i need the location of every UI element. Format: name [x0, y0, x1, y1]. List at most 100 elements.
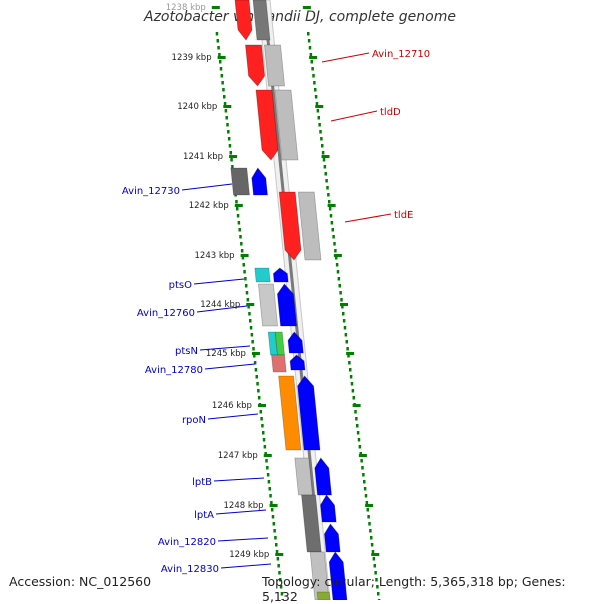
leader-line [213, 477, 265, 482]
ruler-dot-right [314, 88, 317, 92]
gene-label-tldE: tldE [394, 210, 413, 221]
ruler-dot-left [240, 249, 244, 253]
gene-label-ptsN: ptsN [175, 346, 198, 357]
ruler-dot-left [276, 557, 280, 561]
ruler-dot-left [270, 501, 273, 505]
forward-gene-arrow [287, 331, 304, 354]
gene-label-Avin_12710: Avin_12710 [372, 49, 430, 60]
ruler-dot-right [355, 417, 358, 421]
ruler-dot-left [264, 452, 267, 456]
ruler-label: 1245 kbp [206, 349, 246, 359]
ruler-major-tick-right [327, 204, 336, 207]
ruler-dot-left [223, 95, 226, 99]
ruler-dot-left [262, 438, 266, 442]
gene-label-Avin_12820: Avin_12820 [158, 537, 216, 548]
ruler-major-tick-right [346, 352, 355, 355]
ruler-dot-right [376, 585, 379, 589]
ruler-dot-left [222, 88, 225, 92]
ruler-dot-right [339, 291, 342, 295]
ruler-major-tick-left [275, 553, 284, 556]
ruler-dot-right [330, 221, 334, 225]
ruler-dot-right [307, 39, 311, 43]
ruler-dot-left [216, 39, 220, 43]
forward-gene-arrow [328, 551, 348, 600]
forward-gene-arrow [314, 457, 332, 496]
ruler-dot-left [226, 123, 229, 127]
ruler-major-tick-right [333, 254, 342, 257]
ruler-major-tick-left [234, 204, 243, 207]
ruler-dot-right [346, 347, 349, 351]
ruler-dot-left [267, 480, 271, 484]
gene-frame-block [297, 191, 322, 261]
ruler-major-tick-right [365, 504, 374, 507]
ruler-dot-left [265, 459, 268, 463]
gene-frame-block [309, 551, 330, 600]
ruler-dot-left [271, 515, 275, 519]
ruler-dot-right [368, 522, 371, 526]
ruler-dot-right [370, 543, 374, 547]
gene-label-lptA: lptA [194, 510, 214, 521]
gene-label-Avin_12780: Avin_12780 [145, 365, 203, 376]
ruler-major-tick-right [302, 6, 311, 9]
ruler-dot-left [235, 200, 238, 204]
ruler-major-tick-right [309, 56, 318, 59]
ruler-dot-right [316, 109, 320, 113]
leader-line [321, 52, 370, 63]
gene-frame-block [264, 44, 286, 87]
ruler-dot-right [312, 74, 315, 78]
ruler-dot-left [227, 130, 230, 134]
ruler-dot-right [374, 571, 377, 575]
leader-line [215, 509, 267, 515]
ruler-label: 1246 kbp [212, 401, 252, 411]
ruler-dot-left [251, 340, 254, 344]
ruler-dot-left [279, 578, 282, 582]
ruler-dot-right [340, 298, 343, 302]
reverse-gene-arrow [278, 191, 302, 261]
gene-label-Avin_12830: Avin_12830 [161, 564, 219, 575]
ruler-dot-right [369, 529, 372, 533]
ruler-dot-left [239, 235, 242, 239]
ruler-major-tick-left [246, 303, 255, 306]
ruler-dot-left [252, 347, 255, 351]
ruler-dot-left [273, 529, 276, 533]
leader-line [199, 345, 251, 351]
ruler-label: 1244 kbp [200, 300, 240, 310]
ruler-dot-left [268, 487, 271, 491]
ruler-dot-left [261, 424, 264, 428]
gene-label-ptsO: ptsO [169, 280, 192, 291]
ruler-dot-right [321, 144, 324, 148]
ruler-dot-right [317, 116, 320, 120]
ruler-major-tick-left [251, 352, 260, 355]
ruler-dot-left [274, 536, 277, 540]
ruler-dot-right [307, 32, 310, 36]
ruler-dot-left [257, 396, 261, 400]
ruler-dot-left [243, 270, 246, 274]
ruler-dot-right [333, 242, 336, 246]
ruler-dot-right [358, 445, 362, 449]
ruler-dot-left [223, 102, 227, 106]
forward-gene-arrow [251, 167, 268, 196]
leader-line [217, 537, 269, 542]
leader-line [193, 278, 245, 285]
forward-gene-arrow [320, 494, 337, 523]
ruler-dot-left [266, 466, 269, 470]
leader-line [207, 413, 259, 420]
ruler-dot-right [309, 53, 313, 57]
ruler-dot-right [370, 536, 373, 540]
ruler-label: 1243 kbp [195, 251, 235, 261]
ruler-dot-left [280, 592, 284, 596]
ruler-major-tick-right [352, 404, 361, 407]
ruler-dot-right [337, 277, 341, 281]
ruler-dot-left [261, 431, 265, 435]
ruler-major-tick-right [321, 155, 330, 158]
ruler-dot-left [274, 543, 278, 547]
reverse-gene-arrow [234, 0, 253, 41]
ruler-dot-left [254, 368, 258, 372]
leader-line [330, 110, 378, 122]
ruler-dot-left [250, 333, 254, 337]
reverse-gene-arrow [255, 89, 279, 161]
ruler-dot-right [325, 179, 328, 183]
ruler-dot-right [335, 263, 339, 267]
ruler-dot-left [229, 151, 233, 155]
